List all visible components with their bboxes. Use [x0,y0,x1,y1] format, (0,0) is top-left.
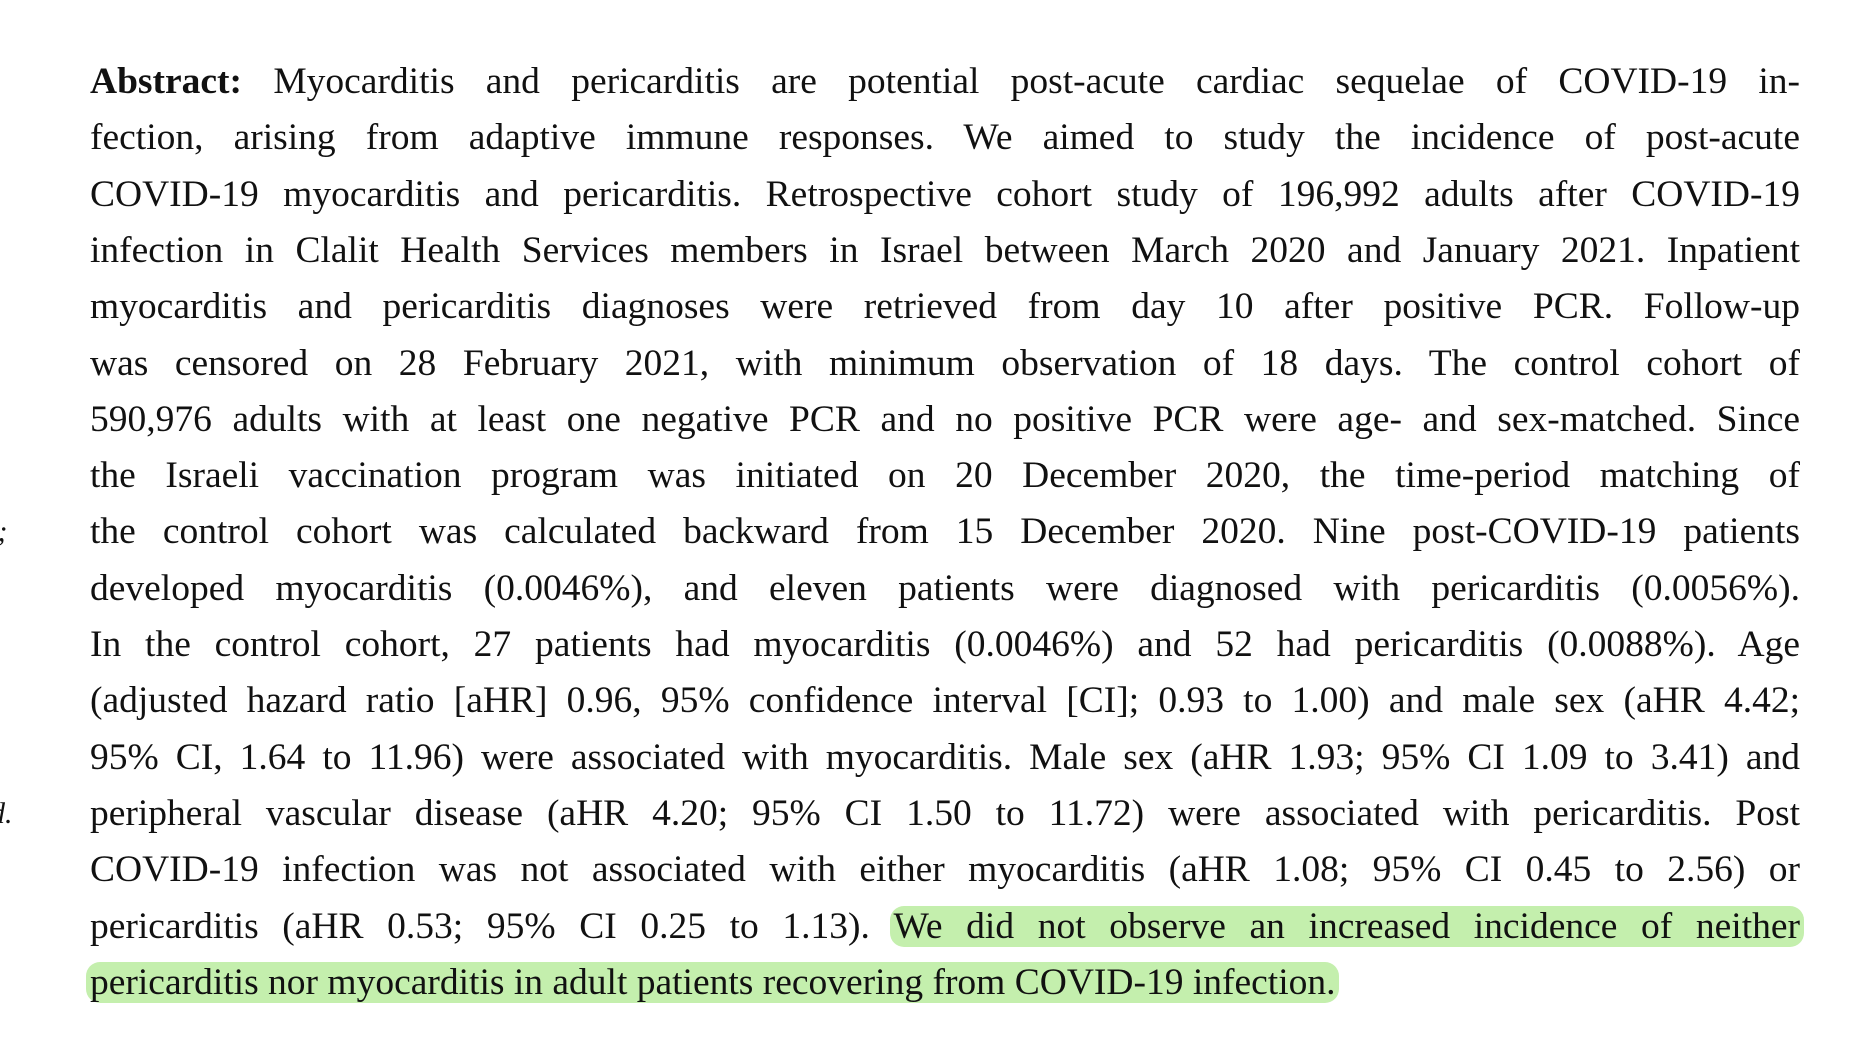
abstract-text: the Israeli vaccination program was init… [90,455,1800,497]
text-line: fection, arising from adaptive immune re… [90,110,1800,166]
text-line: Abstract: Myocarditis and pericarditis a… [90,54,1800,110]
abstract-text: In the control cohort, 27 patients had m… [90,624,1800,665]
abstract-label: Abstract: [90,61,243,102]
text-line: was censored on 28 February 2021, with m… [90,336,1800,392]
abstract-text: was censored on 28 February 2021, with m… [90,342,1800,384]
text-line: myocarditis and pericarditis diagnoses w… [90,279,1800,335]
abstract-text: the control cohort was calculated backwa… [90,511,1800,553]
abstract-text: COVID-19 infection was not associated wi… [90,849,1800,891]
text-line: COVID-19 myocarditis and pericarditis. R… [90,167,1800,223]
text-line: the Israeli vaccination program was init… [90,448,1800,504]
text-line: infection in Clalit Health Services memb… [90,223,1800,279]
abstract-text: Myocarditis and pericarditis are potenti… [273,61,1800,102]
margin-note: d. [0,796,13,830]
text-line: 590,976 adults with at least one negativ… [90,392,1800,448]
text-line: (adjusted hazard ratio [aHR] 0.96, 95% c… [90,673,1800,729]
text-line: COVID-19 infection was not associated wi… [90,842,1800,898]
abstract-text: fection, arising from adaptive immune re… [90,117,1800,159]
text-line: peripheral vascular disease (aHR 4.20; 9… [90,786,1800,842]
abstract-text: (adjusted hazard ratio [aHR] 0.96, 95% c… [90,680,1800,722]
text-line: In the control cohort, 27 patients had m… [90,617,1800,673]
abstract-text: developed myocarditis (0.0046%), and ele… [90,567,1800,609]
abstract-text: 95% CI, 1.64 to 11.96) were associated w… [90,736,1800,778]
margin-note: .; [0,504,8,560]
text-line: pericarditis nor myocarditis in adult pa… [86,955,1800,1011]
highlighted-text: We did not observe an increased incidenc… [889,905,1805,947]
abstract-text: peripheral vascular disease (aHR 4.20; 9… [90,792,1800,834]
abstract-text: COVID-19 myocarditis and pericarditis. R… [90,173,1800,215]
abstract-text: myocarditis and pericarditis diagnoses w… [90,286,1800,328]
abstract-text: 590,976 adults with at least one negativ… [90,398,1800,440]
text-line: developed myocarditis (0.0046%), and ele… [90,561,1800,617]
abstract-text: infection in Clalit Health Services memb… [90,229,1800,271]
text-line: pericarditis (aHR 0.53; 95% CI 0.25 to 1… [90,899,1805,955]
highlighted-text: pericarditis nor myocarditis in adult pa… [86,961,1340,1003]
abstract-text: pericarditis (aHR 0.53; 95% CI 0.25 to 1… [90,905,870,947]
text-line: the control cohort was calculated backwa… [90,504,1800,560]
text-line: 95% CI, 1.64 to 11.96) were associated w… [90,730,1800,786]
